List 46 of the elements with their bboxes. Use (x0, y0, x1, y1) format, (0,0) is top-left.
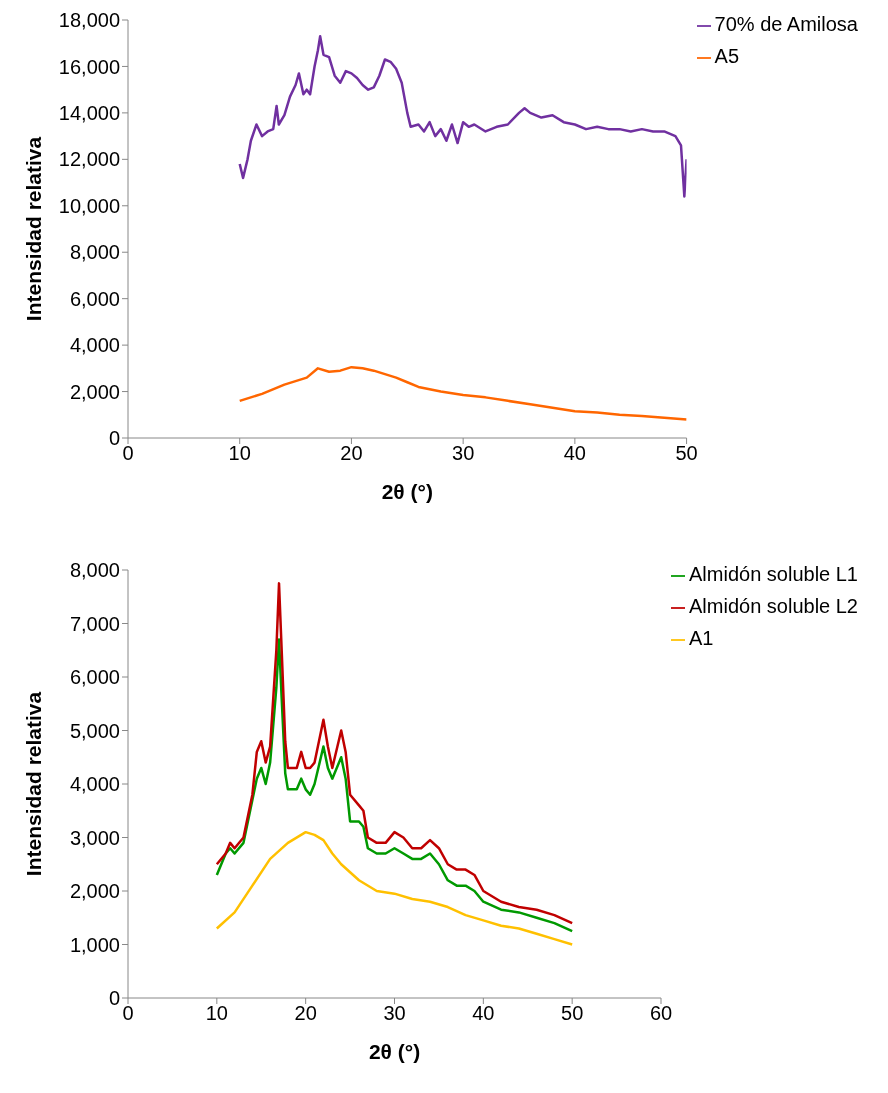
legend-label: 70% de Amilosa (714, 13, 858, 35)
y-tick-label: 12,000 (58, 148, 120, 171)
y-tick-label: 4,000 (69, 334, 120, 357)
x-tick-label: 30 (383, 1002, 406, 1025)
x-axis-title: 2θ (°) (368, 1039, 421, 1063)
y-tick-label: 18,000 (58, 9, 120, 32)
y-tick-label: 10,000 (58, 194, 120, 217)
x-tick-label: 20 (340, 442, 363, 465)
x-tick-label: 0 (122, 1002, 134, 1025)
y-tick-label: 4,000 (69, 773, 120, 796)
y-tick-label: 8,000 (69, 241, 120, 264)
x-tick-label: 10 (205, 1002, 228, 1025)
y-tick-label: 7,000 (69, 612, 120, 635)
y-axis-title: Intensidad relativa (22, 691, 46, 877)
line-series (215, 582, 574, 925)
x-axis-title: 2θ (°) (381, 479, 433, 503)
line-series (215, 638, 574, 933)
x-tick-label: 40 (472, 1002, 495, 1025)
legend-label: A5 (714, 45, 740, 67)
x-tick-label: 50 (561, 1002, 584, 1025)
x-tick-label: 40 (563, 442, 586, 465)
x-tick-label: 30 (452, 442, 475, 465)
legend-label: Almidón soluble L1 (689, 563, 858, 585)
x-tick-label: 60 (649, 1002, 673, 1025)
legend-label: Almidón soluble L2 (689, 595, 858, 617)
line-series (238, 365, 687, 421)
y-tick-label: 6,000 (69, 287, 120, 310)
y-axis-title: Intensidad relativa (22, 136, 46, 322)
x-tick-label: 0 (122, 442, 134, 465)
line-series (215, 830, 574, 946)
y-tick-label: 2,000 (69, 880, 120, 903)
y-tick-label: 14,000 (58, 101, 120, 124)
x-tick-label: 50 (675, 442, 698, 465)
y-tick-label: 16,000 (58, 55, 120, 78)
x-tick-label: 10 (228, 442, 251, 465)
y-tick-label: 5,000 (69, 719, 120, 742)
y-tick-label: 0 (108, 987, 120, 1010)
y-tick-label: 1,000 (69, 933, 120, 956)
line-series (238, 35, 687, 198)
y-tick-label: 6,000 (69, 666, 120, 689)
y-tick-label: 8,000 (69, 559, 120, 582)
x-tick-label: 20 (294, 1002, 317, 1025)
y-tick-label: 0 (108, 427, 120, 450)
y-tick-label: 2,000 (69, 380, 120, 403)
y-tick-label: 3,000 (69, 826, 120, 849)
legend-label: A1 (689, 627, 714, 649)
